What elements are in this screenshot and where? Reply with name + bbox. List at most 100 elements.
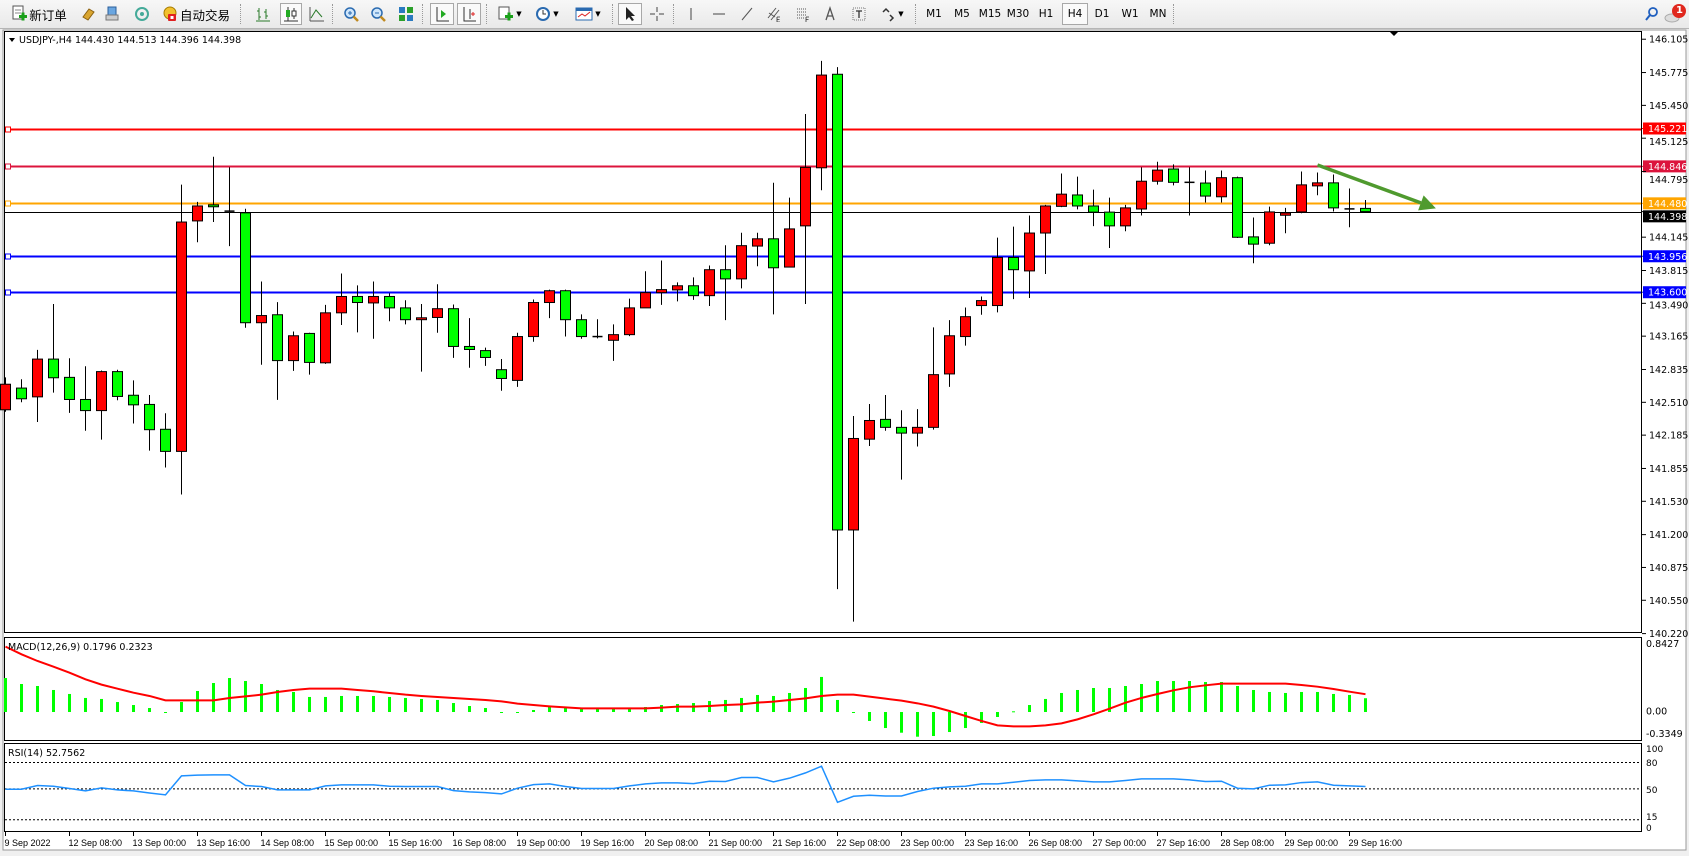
bar-chart-button[interactable] — [252, 3, 274, 25]
candle — [992, 237, 1003, 313]
timeframe-h1[interactable]: H1 — [1038, 8, 1054, 20]
main-pane — [4, 31, 1642, 633]
macd-histogram-bar — [628, 708, 631, 712]
candle-body — [1280, 212, 1291, 216]
macd-histogram-bar — [1108, 687, 1111, 712]
zoom-out-button[interactable] — [367, 3, 389, 25]
candle-body — [320, 312, 331, 364]
macd-histogram-bar — [292, 691, 295, 712]
macd-axis-label: 0.00 — [1646, 707, 1667, 718]
chart-shift-marker[interactable] — [1389, 31, 1399, 36]
candle — [368, 281, 379, 339]
price-axis-label: 143.165 — [1649, 332, 1688, 343]
candle — [384, 293, 395, 322]
candle-body — [384, 295, 395, 309]
candle-body — [1152, 169, 1163, 182]
time-axis-label: 27 Sep 00:00 — [1093, 838, 1147, 848]
toolbar-separator — [612, 4, 615, 24]
timeframe-h4[interactable]: H4 — [1062, 3, 1088, 25]
timeframe-m30[interactable]: M30 — [1006, 8, 1030, 20]
candlestick-button[interactable] — [280, 3, 302, 25]
new-order-button[interactable]: 新订单 — [8, 3, 70, 25]
macd-histogram-bar — [1220, 682, 1223, 712]
time-axis-label: 19 Sep 00:00 — [517, 838, 571, 848]
arrows-icon — [882, 7, 895, 22]
candle-body — [96, 371, 107, 412]
current-price-tag: 144.398 — [1648, 212, 1687, 223]
tile-windows-button[interactable] — [395, 3, 417, 25]
candle-body — [240, 212, 251, 324]
price-axis-label: 142.510 — [1649, 398, 1688, 409]
candle — [448, 304, 459, 358]
macd-histogram-bar — [596, 708, 599, 712]
time-axis-label: 9 Sep 2022 — [5, 838, 51, 848]
chart-header-dropdown-icon[interactable] — [9, 38, 15, 42]
price-axis-label: 140.875 — [1649, 563, 1688, 574]
candle — [80, 366, 91, 431]
macd-histogram-bar — [500, 712, 503, 713]
market-watch-button[interactable] — [78, 3, 98, 25]
arrows-button[interactable]: ▼ — [876, 3, 908, 25]
candle-body — [256, 315, 267, 324]
macd-histogram-bar — [1012, 711, 1015, 713]
templates-button[interactable]: ▼ — [570, 3, 606, 25]
candle-body — [816, 74, 827, 169]
candle — [1168, 164, 1179, 186]
timeframe-m1[interactable]: M1 — [926, 8, 942, 20]
candle-body — [896, 426, 907, 434]
macd-histogram-bar — [644, 707, 647, 712]
notifications-button[interactable]: 1 — [1664, 3, 1688, 25]
text-button[interactable] — [820, 3, 840, 25]
horizontal-line-button[interactable] — [709, 3, 729, 25]
candle-body — [576, 319, 587, 338]
timeframe-mn[interactable]: MN — [1149, 8, 1167, 20]
trendline-button[interactable] — [737, 3, 757, 25]
text-label-button[interactable] — [849, 3, 869, 25]
time-axis-label: 27 Sep 16:00 — [1157, 838, 1211, 848]
equidistant-channel-button[interactable] — [764, 3, 784, 25]
auto-trading-button[interactable]: 自动交易 — [160, 3, 232, 25]
macd-histogram-bar — [772, 695, 775, 712]
indicators-button[interactable]: ▼ — [494, 3, 526, 25]
chart-shift-icon — [436, 7, 449, 22]
candle-body — [848, 437, 859, 531]
cursor-button[interactable] — [618, 3, 642, 25]
time-axis-label: 29 Sep 00:00 — [1285, 838, 1339, 848]
search-button[interactable] — [1642, 3, 1662, 25]
candle — [704, 265, 715, 306]
navigator-button[interactable] — [102, 3, 122, 25]
macd-histogram-bar — [1076, 689, 1079, 712]
line-handle — [5, 289, 11, 296]
candle-body — [784, 228, 795, 268]
crosshair-icon — [650, 7, 664, 21]
signals-button[interactable] — [132, 3, 152, 25]
line-chart-button[interactable] — [306, 3, 328, 25]
toolbar: 新订单 自动交易 ▼ ▼ ▼ ▼ M1 M5 M15 M30 H1 H4 D1 … — [0, 0, 1689, 29]
macd-histogram-bar — [132, 705, 135, 712]
candle — [560, 289, 571, 337]
crosshair-button[interactable] — [646, 3, 668, 25]
timeframe-m5[interactable]: M5 — [954, 8, 970, 20]
macd-histogram-bar — [1172, 681, 1175, 712]
timeframe-m15[interactable]: M15 — [978, 8, 1002, 20]
macd-histogram-bar — [452, 703, 455, 712]
timeframe-d1[interactable]: D1 — [1094, 8, 1110, 20]
rsi-axis-label: 100 — [1646, 745, 1663, 755]
auto-scroll-button[interactable] — [457, 3, 481, 25]
candle — [928, 327, 939, 430]
macd-histogram-bar — [788, 692, 791, 712]
candle — [128, 380, 139, 424]
candle-body — [992, 256, 1003, 307]
periods-button[interactable]: ▼ — [530, 3, 564, 25]
vertical-line-button[interactable] — [681, 3, 701, 25]
chart-shift-button[interactable] — [430, 3, 454, 25]
fibonacci-button[interactable] — [793, 3, 813, 25]
timeframe-w1[interactable]: W1 — [1121, 8, 1139, 20]
candle-body — [64, 376, 75, 400]
candle-body — [528, 302, 539, 338]
candle-body — [1120, 207, 1131, 227]
zoom-in-button[interactable] — [340, 3, 362, 25]
macd-histogram-bar — [116, 702, 119, 712]
candle-body — [16, 387, 27, 400]
